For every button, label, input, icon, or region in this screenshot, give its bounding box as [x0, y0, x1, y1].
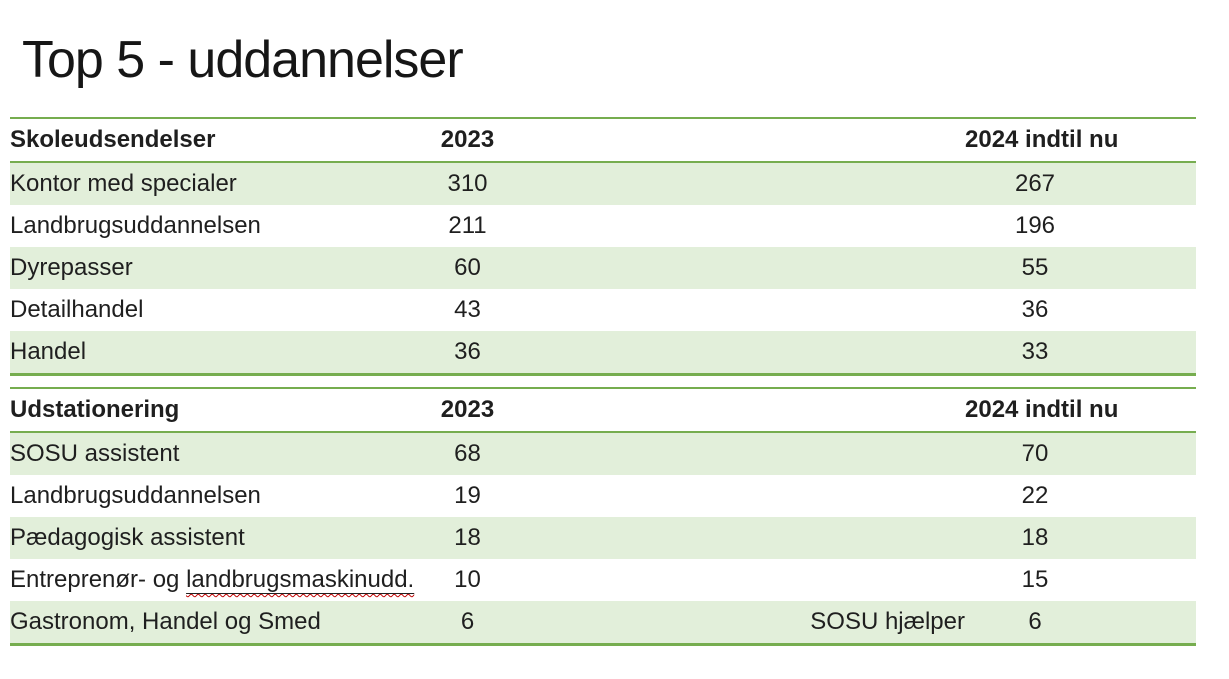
- col-header-2023: 2023: [440, 396, 495, 423]
- value-2024: 33: [965, 331, 1105, 375]
- col-header-2024: 2024 indtil nu: [965, 126, 1119, 153]
- table-row: Pædagogisk assistent 18 18: [10, 517, 1196, 559]
- col-header-2023: 2023: [440, 126, 495, 153]
- table-row: Handel 36 33: [10, 331, 1196, 375]
- value-2024: 55: [965, 247, 1105, 289]
- value-2024: 6: [965, 601, 1105, 645]
- col-header-spacer: [515, 118, 965, 162]
- table-title: Skoleudsendelser: [10, 126, 216, 153]
- value-2023: 19: [454, 482, 481, 509]
- value-2024: 15: [1021, 566, 1049, 593]
- value-2023: 68: [420, 432, 515, 475]
- table-row: Landbrugsuddannelsen 211 196: [10, 205, 1196, 247]
- row-label: Gastronom, Handel og Smed: [10, 601, 420, 645]
- table-row: Detailhandel 43 36: [10, 289, 1196, 331]
- value-2024: 36: [1021, 296, 1049, 323]
- value-2023: 10: [454, 566, 481, 593]
- value-2023: 310: [420, 162, 515, 205]
- value-2023: 6: [420, 601, 515, 645]
- spellcheck-squiggle: landbrugsmaskinudd.: [186, 566, 414, 593]
- row-label: Landbrugsuddannelsen: [10, 482, 261, 509]
- col-header-spacer: [515, 388, 965, 432]
- value-2024: 22: [1021, 482, 1049, 509]
- table-title: Udstationering: [10, 396, 180, 423]
- table-row: Gastronom, Handel og Smed 6 SOSU hjælper…: [10, 601, 1196, 645]
- value-2024: 267: [965, 162, 1105, 205]
- value-2023: 60: [420, 247, 515, 289]
- row-label: Pædagogisk assistent: [10, 517, 420, 559]
- value-2024: 18: [965, 517, 1105, 559]
- row-label: Dyrepasser: [10, 247, 420, 289]
- row-label: Landbrugsuddannelsen: [10, 212, 261, 239]
- table-row: Kontor med specialer 310 267: [10, 162, 1196, 205]
- row-label-prefix: Entreprenør- og: [10, 566, 187, 593]
- udstationering-table: Udstationering 2023 2024 indtil nu SOSU …: [10, 387, 1196, 646]
- value-2023: 36: [420, 331, 515, 375]
- table-header-row: Udstationering 2023 2024 indtil nu: [10, 388, 1196, 432]
- value-2023: 211: [448, 212, 487, 239]
- row-label: Entreprenør- og landbrugsmaskinudd.: [10, 559, 420, 601]
- value-2023: 43: [454, 296, 481, 323]
- slide-title: Top 5 - uddannelser: [22, 31, 464, 89]
- skoleudsendelser-table: Skoleudsendelser 2023 2024 indtil nu Kon…: [10, 117, 1196, 376]
- extra-label: SOSU hjælper: [515, 601, 965, 645]
- row-label: Detailhandel: [10, 296, 144, 323]
- value-2024: 70: [965, 432, 1105, 475]
- row-label-underlined: landbrugsmaskinudd.: [186, 566, 415, 593]
- table-row: Dyrepasser 60 55: [10, 247, 1196, 289]
- row-label: SOSU assistent: [10, 432, 420, 475]
- table-row: Entreprenør- og landbrugsmaskinudd. 10 1…: [10, 559, 1196, 601]
- col-header-2024: 2024 indtil nu: [965, 396, 1119, 423]
- value-2024: 196: [1014, 212, 1056, 239]
- row-label: Handel: [10, 331, 420, 375]
- table-row: Landbrugsuddannelsen 19 22: [10, 475, 1196, 517]
- value-2023: 18: [420, 517, 515, 559]
- row-label: Kontor med specialer: [10, 162, 420, 205]
- table-row: SOSU assistent 68 70: [10, 432, 1196, 475]
- table-header-row: Skoleudsendelser 2023 2024 indtil nu: [10, 118, 1196, 162]
